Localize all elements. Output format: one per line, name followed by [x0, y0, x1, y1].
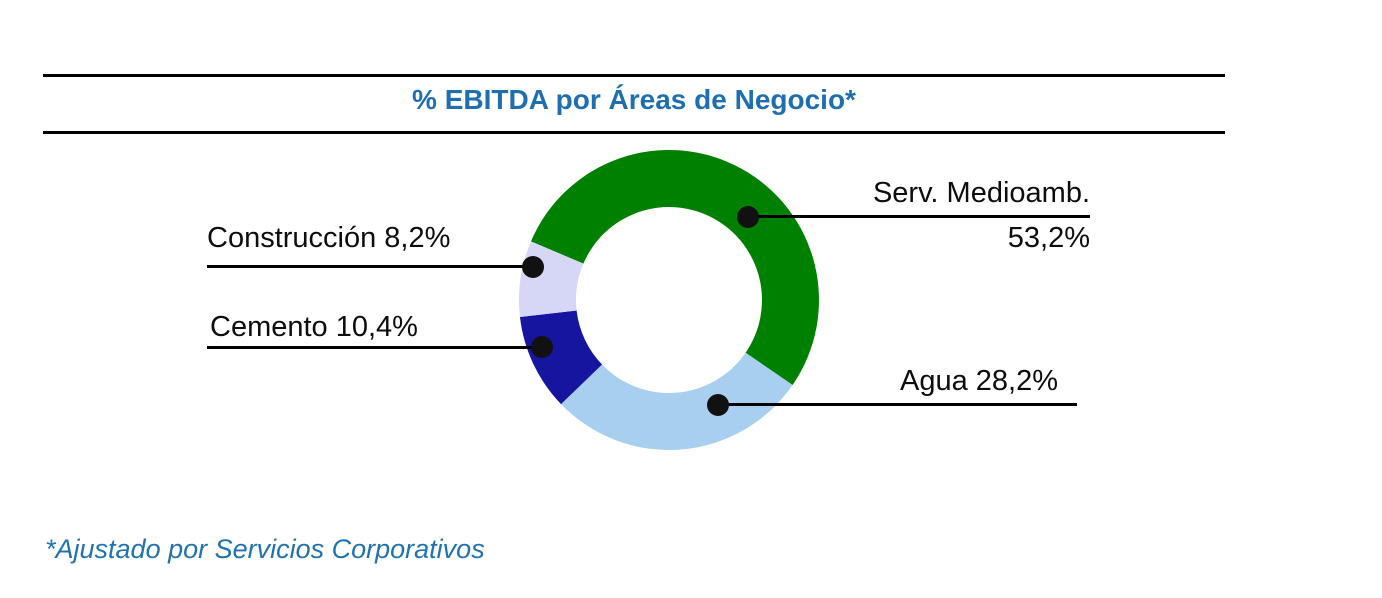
label-serv-medioamb-value: 53,2% — [1007, 222, 1090, 254]
donut-segment-agua — [561, 352, 793, 450]
donut-segment-cemento — [519, 310, 603, 405]
leader-dot-cemento — [531, 336, 553, 358]
chart-title: % EBITDA por Áreas de Negocio* — [412, 84, 856, 115]
leader-line-cemento — [207, 346, 542, 349]
label-construccion: Construcción 8,2% — [207, 222, 451, 254]
label-agua: Agua 28,2% — [899, 365, 1058, 397]
footnote: *Ajustado por Servicios Corporativos — [45, 534, 485, 564]
leader-dot-serv-medioamb — [737, 206, 759, 228]
title-rule-bottom — [43, 131, 1225, 134]
leader-dot-construccion — [522, 256, 544, 278]
leader-line-agua — [718, 403, 1077, 406]
leader-line-construccion — [207, 265, 533, 268]
leader-dot-agua — [707, 394, 729, 416]
label-serv-medioamb: Serv. Medioamb. — [872, 177, 1090, 209]
title-rule-top — [43, 74, 1225, 77]
leader-line-serv-medioamb — [748, 215, 1090, 218]
label-cemento: Cemento 10,4% — [210, 311, 418, 343]
